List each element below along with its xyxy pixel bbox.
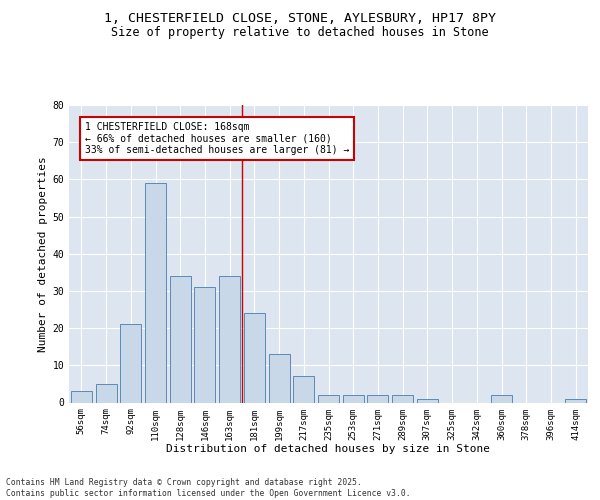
Bar (145, 183, 166, 402)
Y-axis label: Number of detached properties: Number of detached properties (38, 156, 48, 352)
Bar (318, 395, 339, 402)
Bar (71, 392, 92, 402)
Bar (491, 395, 512, 402)
Text: Contains HM Land Registry data © Crown copyright and database right 2025.
Contai: Contains HM Land Registry data © Crown c… (6, 478, 410, 498)
Bar (170, 276, 191, 402)
Text: 1, CHESTERFIELD CLOSE, STONE, AYLESBURY, HP17 8PY: 1, CHESTERFIELD CLOSE, STONE, AYLESBURY,… (104, 12, 496, 26)
Bar (565, 399, 586, 402)
Bar (269, 354, 290, 403)
Bar (417, 399, 438, 402)
Bar (293, 376, 314, 402)
Bar (343, 395, 364, 402)
Bar (219, 276, 240, 402)
Bar (367, 395, 388, 402)
Bar (120, 324, 141, 402)
Bar (194, 287, 215, 403)
Bar (95, 384, 116, 402)
Bar (244, 313, 265, 402)
X-axis label: Distribution of detached houses by size in Stone: Distribution of detached houses by size … (167, 444, 491, 454)
Text: 1 CHESTERFIELD CLOSE: 168sqm
← 66% of detached houses are smaller (160)
33% of s: 1 CHESTERFIELD CLOSE: 168sqm ← 66% of de… (85, 122, 349, 155)
Bar (392, 395, 413, 402)
Text: Size of property relative to detached houses in Stone: Size of property relative to detached ho… (111, 26, 489, 39)
